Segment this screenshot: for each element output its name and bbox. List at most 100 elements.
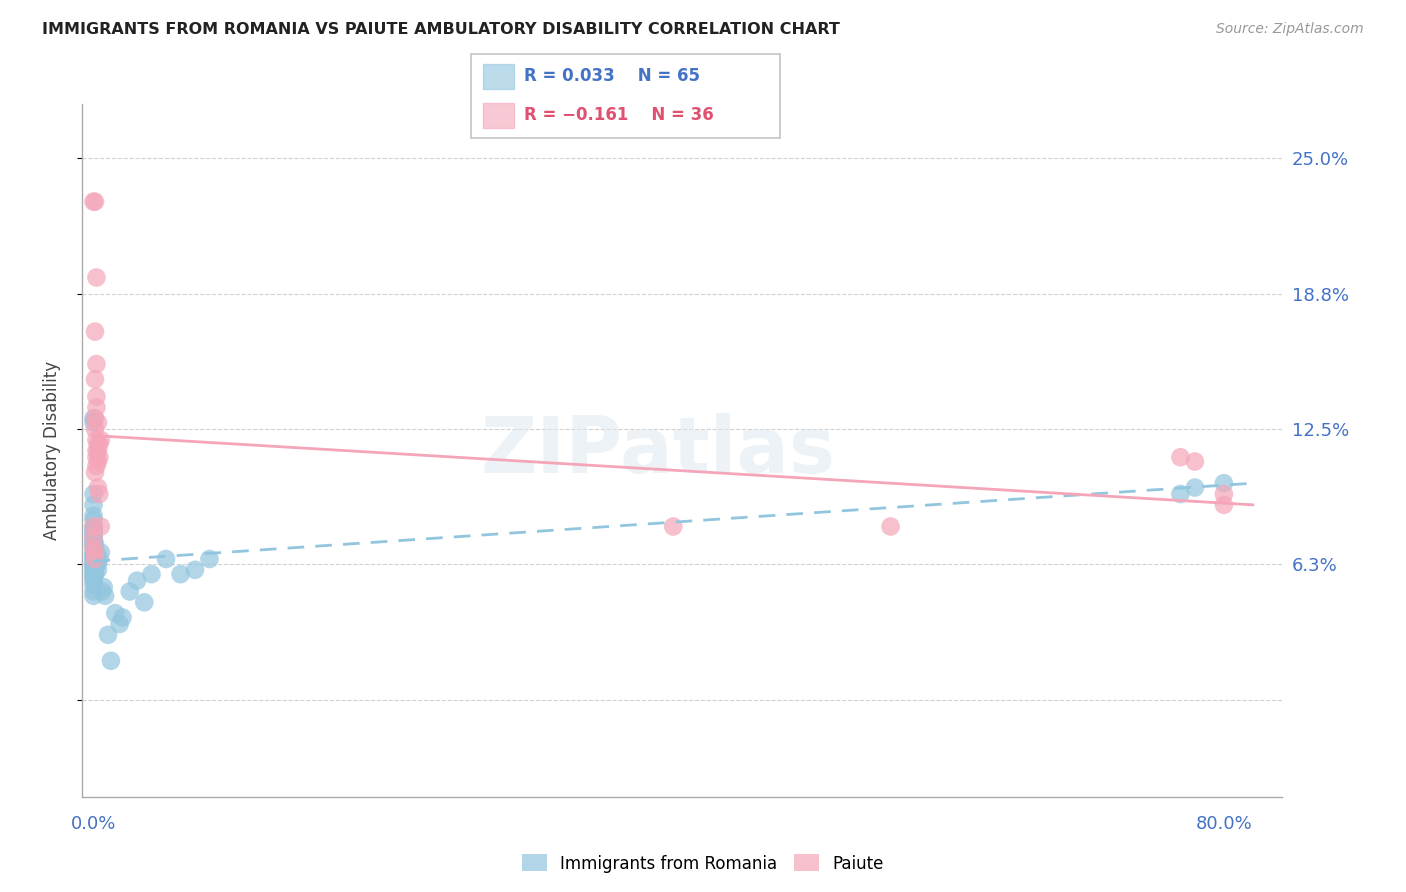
Point <box>84 422 107 436</box>
Point <box>662 519 685 533</box>
Point <box>89 450 111 465</box>
Point <box>83 560 105 574</box>
Point <box>84 194 107 209</box>
Point <box>86 458 108 473</box>
Point <box>83 574 105 588</box>
Point <box>83 584 105 599</box>
Point <box>86 545 108 559</box>
Point <box>83 524 105 538</box>
Y-axis label: Ambulatory Disability: Ambulatory Disability <box>44 361 60 541</box>
Point <box>97 628 120 642</box>
Text: ZIPatlas: ZIPatlas <box>481 413 835 489</box>
Point <box>84 466 107 480</box>
Point <box>83 539 105 553</box>
Point <box>89 552 111 566</box>
Point <box>84 372 107 386</box>
Point <box>83 528 105 542</box>
Point <box>86 357 108 371</box>
Point <box>86 552 108 566</box>
Point <box>83 530 105 544</box>
Point <box>134 595 156 609</box>
Point <box>84 325 107 339</box>
Point <box>83 572 105 586</box>
Point <box>1212 498 1234 512</box>
Point <box>83 541 105 556</box>
Point <box>108 617 131 632</box>
Point <box>83 563 105 577</box>
Point <box>84 537 107 551</box>
Point <box>198 552 221 566</box>
Point <box>83 194 105 209</box>
Point <box>83 578 105 592</box>
Point <box>83 522 105 536</box>
Point <box>1184 481 1206 495</box>
Point <box>89 487 111 501</box>
Point <box>93 580 115 594</box>
Point <box>87 557 110 571</box>
Point <box>104 606 127 620</box>
Point <box>83 530 105 544</box>
Point <box>83 513 105 527</box>
Point <box>87 454 110 468</box>
Point <box>84 552 107 566</box>
Point <box>87 563 110 577</box>
Point <box>1184 454 1206 468</box>
Point <box>84 552 107 566</box>
Point <box>83 534 105 549</box>
Point <box>90 545 112 559</box>
Point <box>87 437 110 451</box>
Point <box>83 548 105 562</box>
Point <box>83 589 105 603</box>
Point <box>83 519 105 533</box>
Point <box>141 567 163 582</box>
Point <box>1170 487 1192 501</box>
Point <box>83 565 105 579</box>
Point <box>879 519 901 533</box>
Point <box>125 574 148 588</box>
Point <box>83 552 105 566</box>
Point <box>83 411 105 425</box>
Point <box>83 487 105 501</box>
Text: Source: ZipAtlas.com: Source: ZipAtlas.com <box>1216 22 1364 37</box>
Point <box>87 481 110 495</box>
Point <box>83 569 105 583</box>
Text: IMMIGRANTS FROM ROMANIA VS PAIUTE AMBULATORY DISABILITY CORRELATION CHART: IMMIGRANTS FROM ROMANIA VS PAIUTE AMBULA… <box>42 22 839 37</box>
Point <box>90 433 112 447</box>
Point <box>87 416 110 430</box>
Legend: Immigrants from Romania, Paiute: Immigrants from Romania, Paiute <box>516 847 890 880</box>
Point <box>86 450 108 465</box>
Point <box>86 270 108 285</box>
Point <box>84 557 107 571</box>
Point <box>118 584 141 599</box>
Point <box>83 554 105 568</box>
Point <box>83 526 105 541</box>
Point <box>84 411 107 425</box>
Point <box>83 557 105 571</box>
Point <box>91 584 114 599</box>
Point <box>83 416 105 430</box>
Text: 80.0%: 80.0% <box>1197 814 1253 832</box>
Point <box>83 545 105 559</box>
Point <box>86 433 108 447</box>
Point <box>169 567 191 582</box>
Point <box>83 558 105 573</box>
Point <box>94 589 117 603</box>
Point <box>1170 450 1192 465</box>
Point <box>83 533 105 547</box>
Point <box>184 563 207 577</box>
Point <box>86 401 108 415</box>
Point <box>83 537 105 551</box>
Point <box>89 437 111 451</box>
Point <box>1212 487 1234 501</box>
Point <box>83 541 105 556</box>
Point <box>83 549 105 564</box>
Point <box>84 545 107 559</box>
Point <box>86 390 108 404</box>
Point <box>1212 476 1234 491</box>
Point <box>83 498 105 512</box>
Point <box>84 567 107 582</box>
Point <box>86 443 108 458</box>
Text: 0.0%: 0.0% <box>70 814 117 832</box>
Point <box>155 552 177 566</box>
Point <box>83 508 105 523</box>
